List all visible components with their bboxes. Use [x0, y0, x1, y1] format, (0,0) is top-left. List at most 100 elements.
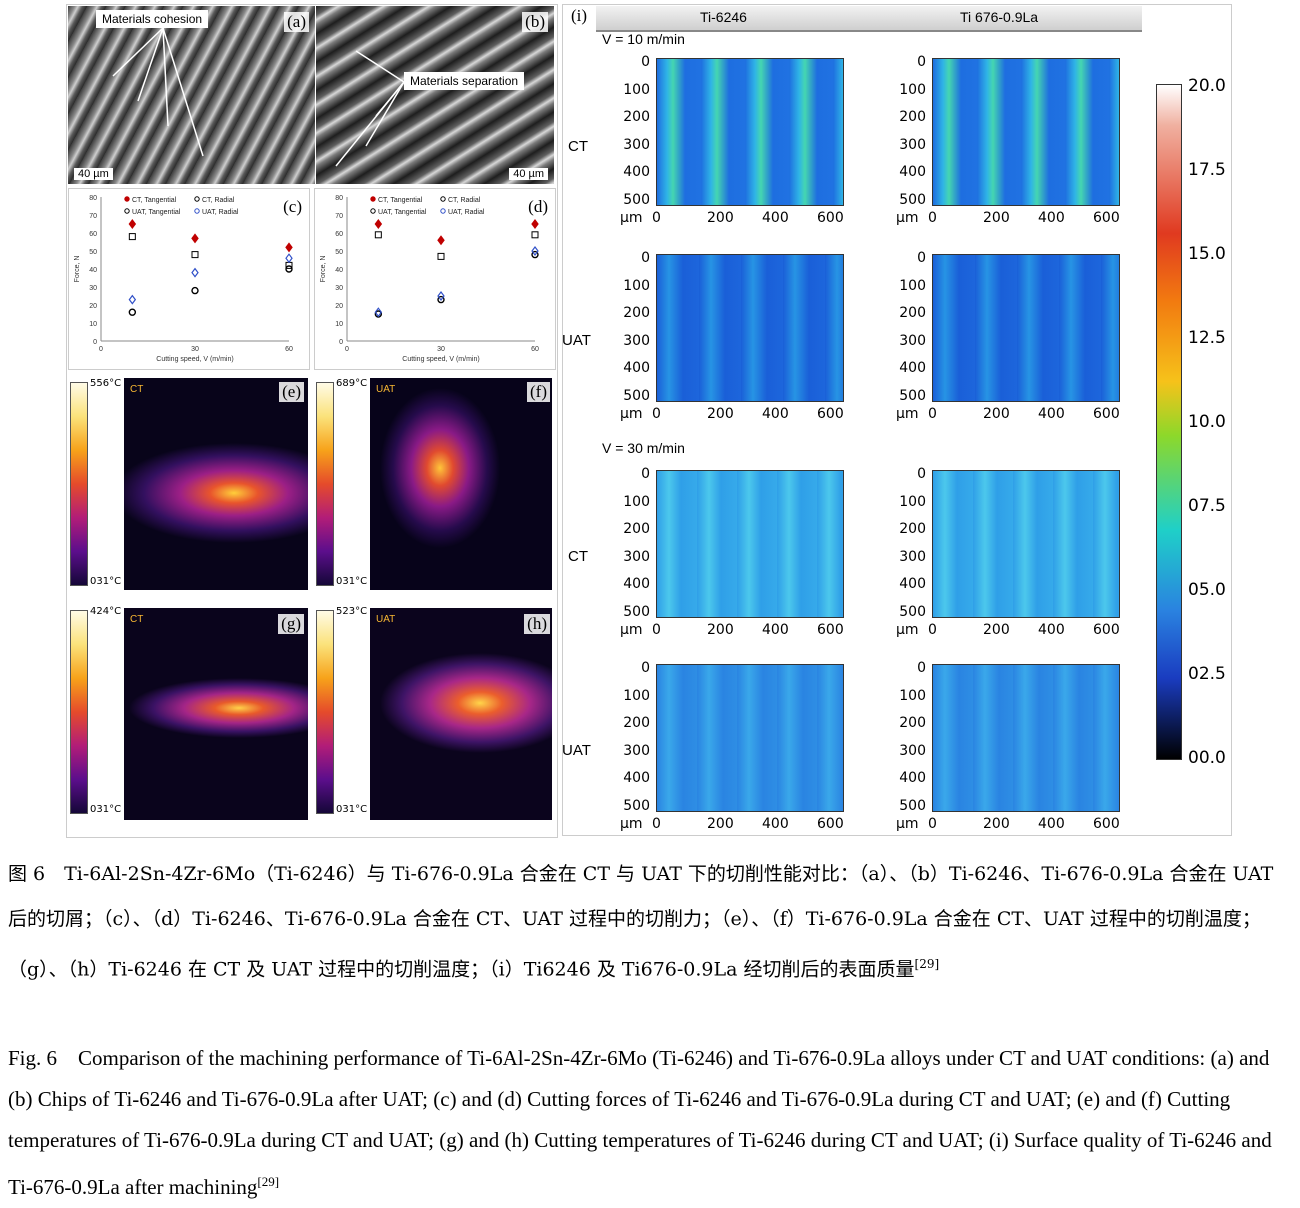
callout-arrows-b — [335, 50, 405, 167]
y-tick-label: 0 — [93, 339, 97, 346]
sem-image-a: Materials cohesion (a) 40 µm — [68, 6, 315, 184]
x-tick-label: 0 — [99, 346, 103, 353]
thermal-min-f: 031°C — [336, 576, 368, 587]
legend-marker — [440, 196, 446, 202]
x-tick-label: 30 — [191, 346, 199, 353]
legend-entry: UAT, Radial — [448, 209, 485, 216]
row-label-uat-10: UAT — [562, 332, 591, 349]
column-header-bar — [596, 6, 1142, 32]
panel-label-b: (b) — [522, 12, 548, 32]
legend-marker — [440, 208, 446, 214]
thermal-min-g: 031°C — [90, 804, 122, 815]
thermal-min-e: 031°C — [90, 576, 122, 587]
heatmap-x-tick: 600 — [1093, 622, 1120, 638]
data-point — [531, 219, 539, 229]
thermal-panel-g: 424°C 031°C CT (g) — [68, 604, 308, 820]
y-tick-label: 20 — [89, 303, 97, 310]
y-tick-label: 70 — [335, 213, 343, 220]
caption-english: Fig. 6 Comparison of the machining perfo… — [8, 1038, 1292, 1208]
left-figure-frame — [66, 4, 558, 838]
y-tick-label: 80 — [335, 195, 343, 202]
data-point — [191, 267, 199, 278]
x-tick-label: 60 — [285, 346, 293, 353]
heatmap-x-tick: 400 — [762, 406, 789, 422]
colorbar-tick-label: 15.0 — [1188, 244, 1226, 264]
legend-marker — [124, 196, 130, 202]
x-tick-label: 60 — [531, 346, 539, 353]
scale-bar-b: 40 µm — [509, 168, 548, 180]
row-label-ct-30: CT — [568, 548, 588, 565]
heatmap-x-tick: 400 — [762, 622, 789, 638]
data-point — [437, 235, 445, 246]
y-tick-label: 70 — [89, 213, 97, 220]
heatmap-y-tick: 0 — [917, 466, 926, 482]
mode-label-e: CT — [130, 384, 144, 395]
heatmap-y-tick: 300 — [899, 136, 926, 153]
y-axis-label: Force, N — [74, 256, 81, 283]
data-point — [437, 291, 445, 301]
column-header-ti6246: Ti-6246 — [700, 9, 747, 25]
row-label-uat-30: UAT — [562, 742, 591, 759]
data-point — [191, 233, 199, 244]
legend-entry: CT, Radial — [202, 197, 235, 204]
thermal-image-h: UAT — [370, 608, 552, 820]
heatmap-y-tick: 400 — [623, 770, 650, 787]
heatmap-x-tick: 400 — [1038, 816, 1065, 832]
heatmap-x-unit: µm — [620, 406, 643, 422]
heatmap-x-tick: 200 — [707, 622, 734, 638]
data-point — [531, 231, 539, 239]
heatmap-x-tick: 600 — [817, 210, 844, 226]
mode-label-h: UAT — [376, 614, 396, 625]
y-tick-label: 0 — [339, 339, 343, 346]
colorbar-tick-label: 20.0 — [1188, 76, 1226, 96]
heatmap-y-tick: 300 — [899, 548, 926, 565]
callout-materials-cohesion: Materials cohesion — [96, 10, 209, 28]
heatmap-y-tick: 200 — [623, 305, 650, 322]
heatmap-x-tick: 600 — [817, 816, 844, 832]
data-point — [285, 253, 293, 264]
y-tick-label: 60 — [335, 231, 343, 238]
heatmap-y-tick: 300 — [623, 742, 650, 759]
heatmap-x-unit: µm — [896, 622, 919, 638]
thermal-min-h: 031°C — [336, 804, 368, 815]
y-tick-label: 40 — [89, 267, 97, 274]
heatmap-x-tick: 0 — [652, 406, 661, 422]
heatmap-x-tick: 400 — [762, 816, 789, 832]
caption-chinese: 图 6 Ti-6Al-2Sn-4Zr-6Mo（Ti-6246）与 Ti-676-… — [8, 852, 1292, 992]
surface-heatmap — [656, 470, 844, 618]
x-axis-label: Cutting speed, V (m/min) — [156, 356, 233, 363]
heatmap-y-tick: 0 — [917, 660, 926, 676]
heatmap-x-tick: 400 — [762, 210, 789, 226]
heatmap-y-tick: 200 — [899, 715, 926, 732]
data-point — [374, 307, 383, 318]
legend-entry: CT, Radial — [448, 197, 481, 204]
heatmap-x-tick: 0 — [928, 406, 937, 422]
surface-heatmap — [932, 664, 1120, 812]
heatmap-y-tick: 400 — [899, 576, 926, 593]
surface-heatmap — [932, 470, 1120, 618]
panel-label-f: (f) — [527, 382, 550, 402]
heatmap-x-tick: 200 — [707, 406, 734, 422]
y-tick-label: 20 — [335, 303, 343, 310]
legend-entry: CT, Tangential — [132, 197, 177, 204]
heatmap-y-tick: 400 — [899, 164, 926, 181]
x-tick-label: 30 — [437, 346, 445, 353]
y-tick-label: 50 — [89, 249, 97, 256]
legend-marker — [370, 208, 376, 214]
heatmap-y-tick: 300 — [899, 742, 926, 759]
heatmap-y-tick: 200 — [623, 521, 650, 538]
y-tick-label: 30 — [335, 285, 343, 292]
heatmap-y-tick: 300 — [623, 136, 650, 153]
caption-chinese-text: 图 6 Ti-6Al-2Sn-4Zr-6Mo（Ti-6246）与 Ti-676-… — [8, 863, 1274, 981]
heatmap-x-tick: 0 — [928, 210, 937, 226]
surface-heatmap — [656, 664, 844, 812]
column-header-ti676: Ti 676-0.9La — [960, 9, 1039, 25]
y-tick-label: 10 — [335, 321, 343, 328]
panel-label-g: (g) — [278, 614, 304, 634]
heatmap-y-tick: 100 — [899, 493, 926, 510]
heatmap-y-tick: 300 — [623, 548, 650, 565]
heatmap-x-unit: µm — [896, 406, 919, 422]
heatmap-x-tick: 600 — [1093, 210, 1120, 226]
chart-svg-c: 0 10 20 30 40 50 60 70 80 0 30 60 Cutting speed, V (… — [74, 195, 293, 363]
colorbar-tick-label: 10.0 — [1188, 412, 1226, 432]
